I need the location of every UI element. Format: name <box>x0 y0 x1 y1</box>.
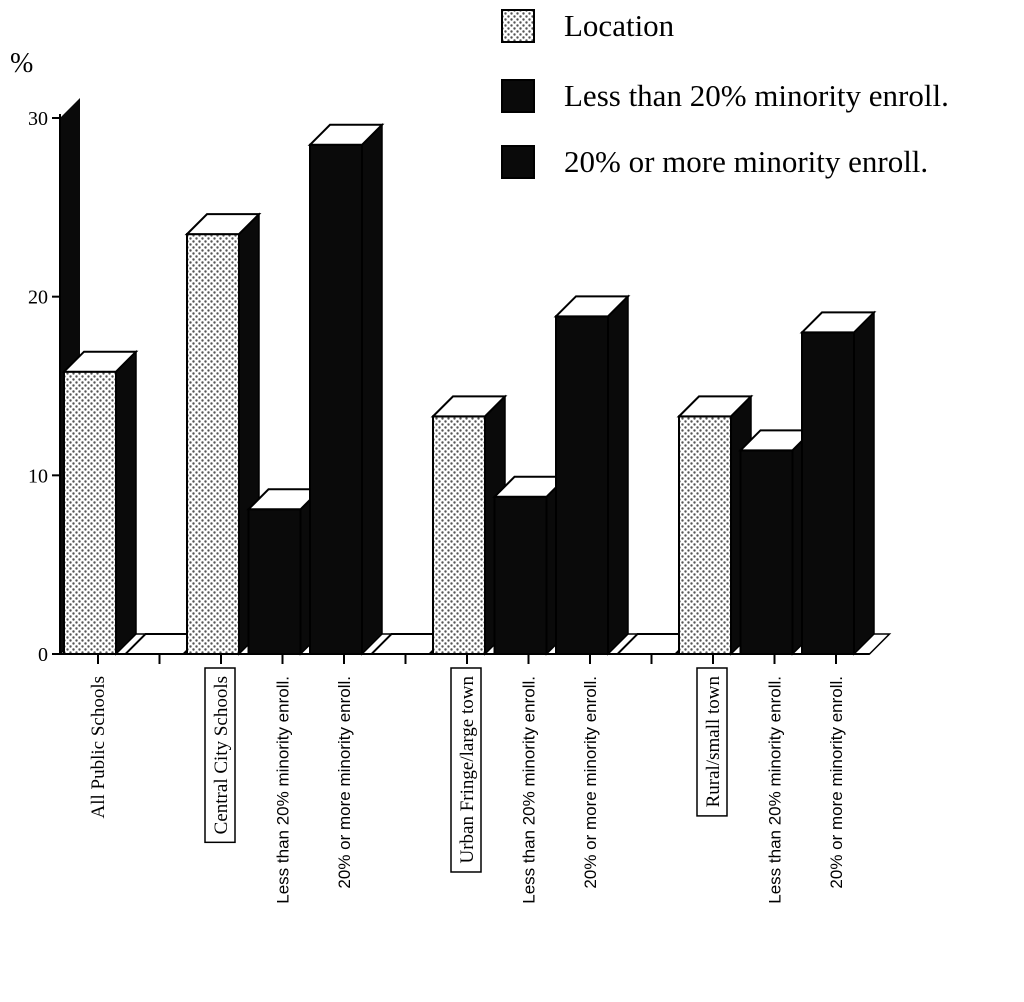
category-label: Less than 20% minority enroll. <box>274 676 293 904</box>
category-label: Rural/small town <box>703 676 724 808</box>
category-label: Less than 20% minority enroll. <box>520 676 539 904</box>
bar-top <box>430 395 508 418</box>
bar-front <box>555 315 609 655</box>
bar <box>61 349 139 656</box>
bar-front <box>493 495 548 656</box>
bar-top <box>553 295 631 318</box>
bar-top <box>184 213 262 236</box>
y-axis: 0 10 20 30% <box>10 48 870 666</box>
bar-side <box>361 122 383 656</box>
legend-swatch <box>501 79 535 113</box>
bar-front <box>801 331 855 655</box>
bar-top <box>799 311 877 334</box>
bar-front <box>309 143 363 656</box>
category-label: 20% or more minority enroll. <box>581 676 600 889</box>
bar-side <box>853 310 875 656</box>
bar-front <box>432 415 486 655</box>
category-label: 20% or more minority enroll. <box>827 676 846 889</box>
legend-item: 20% or more minority enroll. <box>501 144 928 179</box>
y-tick-label: 20 <box>28 287 48 309</box>
bar-top <box>307 123 385 146</box>
legend-swatch <box>501 145 535 179</box>
category-box <box>204 667 236 844</box>
category-box <box>450 667 482 873</box>
bar <box>430 394 508 656</box>
category-label: 20% or more minority enroll. <box>335 676 354 889</box>
legend-swatch <box>501 9 535 43</box>
legend-item: Location <box>501 8 675 43</box>
bar-front <box>63 370 117 655</box>
legend-item: Less than 20% minority enroll. <box>501 78 949 113</box>
category-label: All Public Schools <box>88 676 109 819</box>
bar-front <box>186 233 240 655</box>
bar-front <box>739 449 794 655</box>
legend-label: Less than 20% minority enroll. <box>564 78 949 113</box>
bar <box>307 122 385 656</box>
category-labels: All Public Schools Central City Schools Le… <box>88 654 846 904</box>
bar-top <box>61 350 139 373</box>
legend-label: Location <box>564 8 675 43</box>
y-axis-label: % <box>10 48 33 79</box>
bar <box>799 310 877 656</box>
bar-side <box>607 294 629 656</box>
category-label: Less than 20% minority enroll. <box>766 676 785 904</box>
bar-top <box>676 395 754 418</box>
legend: Location Less than 20% minority enroll. 20… <box>501 8 949 179</box>
y-tick-label: 30 <box>28 108 48 130</box>
y-tick-label: 0 <box>38 644 48 666</box>
category-box <box>696 667 728 817</box>
bar-side <box>115 349 137 656</box>
category-label: Central City Schools <box>211 676 232 834</box>
bar-front <box>247 508 302 655</box>
category-label: Urban Fringe/large town <box>457 676 478 864</box>
y-tick-label: 10 <box>28 465 48 487</box>
bar <box>553 294 631 656</box>
bar-front <box>678 415 732 655</box>
legend-label: 20% or more minority enroll. <box>564 144 928 179</box>
bars-layer <box>61 122 877 656</box>
